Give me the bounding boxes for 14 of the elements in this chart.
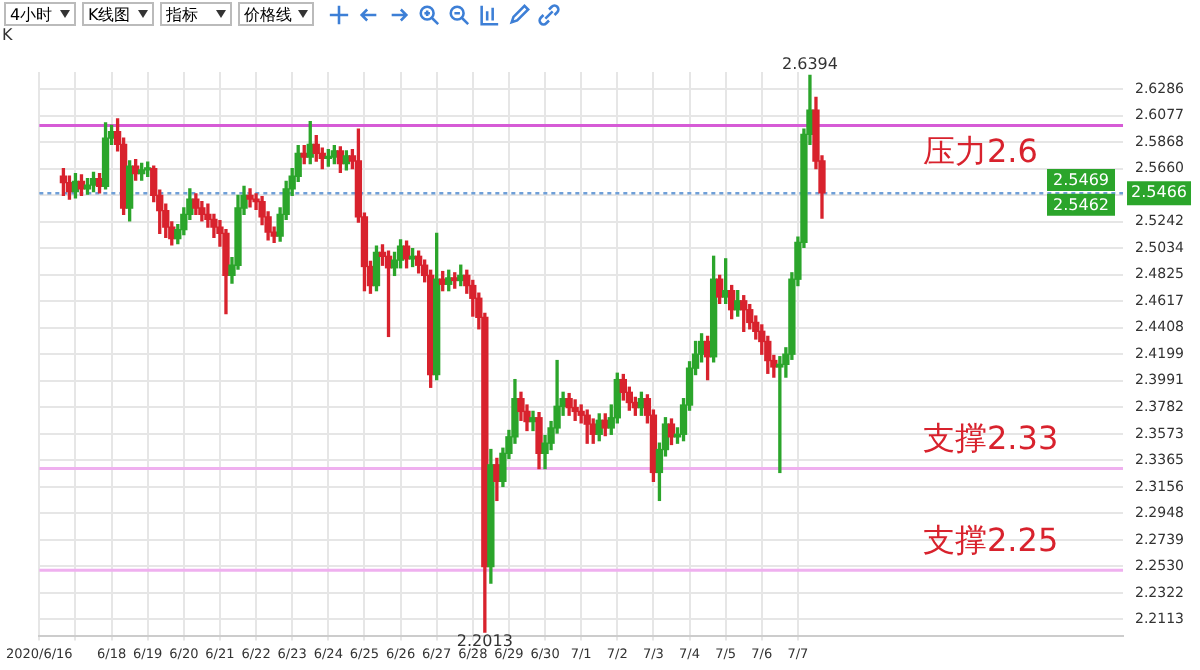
annotation: 2.6394: [781, 55, 838, 74]
text: 4小时: [10, 3, 53, 25]
annotation: 2.5469: [1053, 171, 1110, 190]
ref-line-label: 压力2.6: [923, 131, 1038, 170]
ref-line-label: 支撑2.33: [923, 418, 1059, 457]
text: 指标: [166, 3, 198, 25]
annotation: 2.5462: [1053, 195, 1110, 214]
ref-line-label: 2.5466: [1131, 183, 1188, 202]
text: K线图: [88, 3, 131, 25]
text: 价格线: [244, 3, 292, 25]
text: K: [2, 26, 13, 44]
ref-line-label: 支撑2.25: [923, 520, 1059, 559]
annotation: 2.2013: [456, 632, 513, 651]
candlestick: [571, 399, 579, 421]
